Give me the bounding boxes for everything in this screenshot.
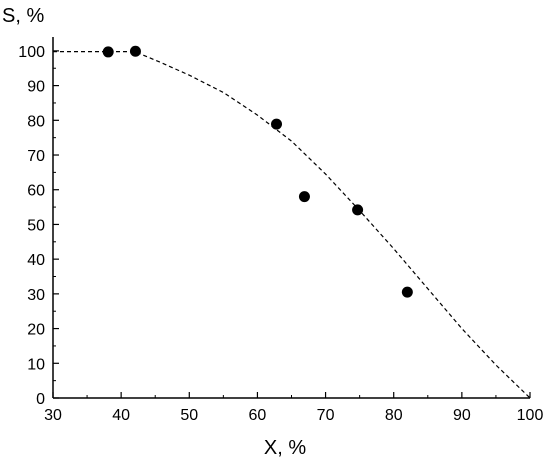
y-tick-label: 90 — [27, 79, 45, 96]
y-tick-label: 30 — [27, 287, 45, 304]
data-point — [298, 191, 310, 203]
curve-layer — [53, 51, 531, 399]
data-point — [352, 204, 364, 216]
y-tick-label: 20 — [27, 322, 45, 339]
data-point — [271, 118, 283, 130]
y-tick-label: 60 — [27, 183, 45, 200]
tick-labels: 0 10 20 30 40 50 60 70 80 90 100 30 40 50 60 70 80 90 100 — [18, 44, 543, 424]
data-point — [129, 45, 141, 57]
x-tick-label: 70 — [317, 407, 335, 424]
y-tick-label: 100 — [18, 44, 45, 61]
x-tick-label: 80 — [385, 407, 403, 424]
ticks — [52, 50, 531, 399]
x-tick-label: 30 — [44, 407, 62, 424]
x-tick-label: 90 — [453, 407, 471, 424]
axes — [52, 37, 530, 399]
fit-curve — [53, 51, 531, 399]
y-tick-label: 0 — [36, 391, 45, 408]
y-tick-label: 70 — [27, 148, 45, 165]
x-tick-label: 50 — [180, 407, 198, 424]
data-point — [102, 46, 114, 58]
y-tick-label: 80 — [27, 113, 45, 130]
x-tick-label: 40 — [112, 407, 130, 424]
x-tick-label: 100 — [517, 407, 544, 424]
y-tick-label: 50 — [27, 217, 45, 234]
x-axis-title: X, % — [264, 437, 306, 459]
y-tick-label: 10 — [27, 356, 45, 373]
data-point — [401, 286, 413, 298]
y-tick-label: 40 — [27, 252, 45, 269]
x-tick-label: 60 — [249, 407, 267, 424]
points-layer — [102, 45, 413, 298]
y-axis-title: S, % — [2, 5, 44, 27]
